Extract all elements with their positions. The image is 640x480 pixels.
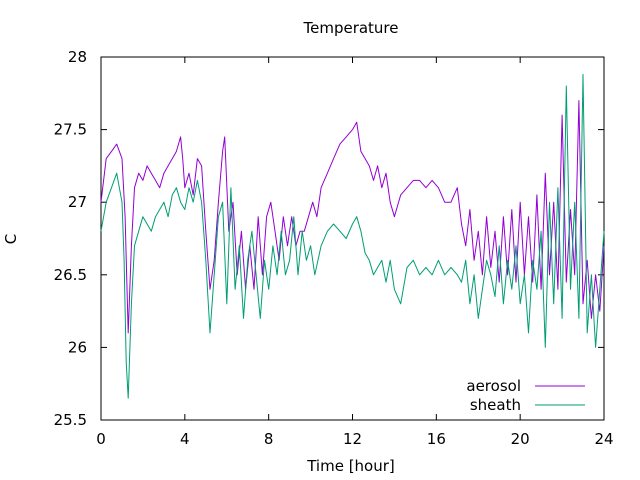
series-line-aerosol (100, 100, 605, 334)
x-axis-label: Time [hour] (306, 457, 395, 475)
x-tick-label: 8 (264, 430, 274, 448)
x-tick-label: 20 (511, 430, 530, 448)
axis-ticks (100, 56, 605, 421)
legend-label-sheath: sheath (470, 396, 521, 414)
x-tick-label: 4 (180, 430, 190, 448)
y-tick-label: 27 (68, 193, 87, 211)
plot-frame (100, 56, 605, 421)
y-axis-label: C (2, 234, 20, 244)
series-layer (100, 73, 605, 399)
x-tick-label: 12 (343, 430, 362, 448)
y-tick-labels: 25.5 26 26.5 27 27.5 28 (54, 48, 87, 429)
y-tick-label: 26.5 (54, 266, 87, 284)
x-tick-label: 0 (96, 430, 106, 448)
legend-label-aerosol: aerosol (466, 377, 521, 395)
y-tick-label: 27.5 (54, 121, 87, 139)
y-tick-label: 28 (68, 48, 87, 66)
x-tick-labels: 0 4 8 12 16 20 24 (96, 430, 613, 448)
chart-title: Temperature (302, 19, 398, 37)
x-tick-label: 24 (594, 430, 613, 448)
y-tick-label: 25.5 (54, 411, 87, 429)
legend: aerosol sheath (466, 377, 585, 414)
series-line-sheath (100, 73, 605, 399)
x-tick-label: 16 (427, 430, 446, 448)
y-tick-label: 26 (68, 338, 87, 356)
